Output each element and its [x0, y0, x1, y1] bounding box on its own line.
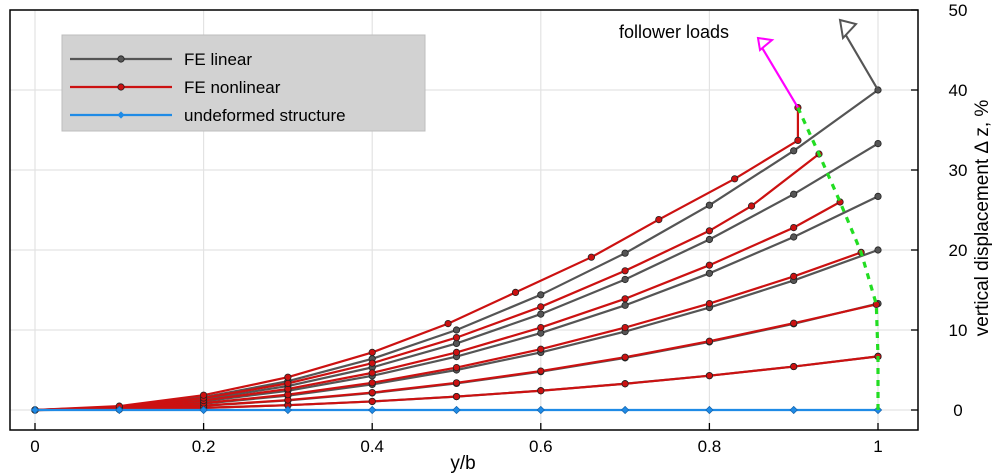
follower-arrowhead-linear	[838, 18, 858, 41]
x-tick-label: 1	[873, 437, 882, 456]
nonlinear-series-point	[452, 363, 461, 372]
nonlinear-series-point	[705, 337, 714, 345]
y-tick-label: 30	[949, 161, 968, 180]
nonlinear-series-point	[537, 387, 545, 395]
nonlinear-series-point	[200, 391, 208, 399]
follower-arrow-linear	[843, 31, 879, 91]
undeformed-series-point	[536, 405, 545, 415]
nonlinear-series-point	[368, 359, 376, 367]
x-tick-label: 0.2	[192, 437, 216, 456]
nonlinear-series-point	[705, 372, 714, 380]
y-tick-label: 40	[949, 81, 968, 100]
undeformed-series-point	[705, 405, 714, 415]
nonlinear-series-point	[368, 379, 376, 387]
nonlinear-series-point	[444, 319, 452, 328]
x-tick-label: 0	[30, 437, 39, 456]
legend-label: FE nonlinear	[184, 78, 281, 97]
linear-series-point	[790, 147, 798, 155]
undeformed-series-point	[199, 405, 208, 415]
undeformed-series-point	[368, 405, 377, 415]
x-tick-label: 0.6	[529, 437, 553, 456]
nonlinear-series-point	[537, 345, 545, 353]
nonlinear-series-line	[34, 107, 800, 412]
undeformed-series-point	[115, 405, 124, 415]
nonlinear-series-point	[368, 397, 376, 406]
nonlinear-series-point	[790, 272, 798, 280]
linear-series-point	[874, 246, 882, 254]
nonlinear-series-point	[790, 319, 798, 327]
nonlinear-series-point	[284, 373, 292, 381]
linear-series-point	[874, 140, 882, 148]
x-tick-label: 0.4	[360, 437, 384, 456]
nonlinear-series-point	[621, 295, 629, 303]
nonlinear-series-point	[621, 267, 629, 275]
nonlinear-series-point	[368, 388, 376, 397]
follower-arrow-nonlinear	[760, 45, 799, 109]
legend-marker	[117, 83, 125, 91]
linear-series-point	[621, 249, 629, 257]
nonlinear-series-point	[621, 323, 629, 332]
linear-series-point	[790, 233, 798, 241]
y-tick-label: 10	[949, 321, 968, 340]
undeformed-series-point	[789, 405, 798, 415]
nonlinear-series-point	[747, 202, 756, 210]
nonlinear-series-point	[655, 216, 663, 224]
nonlinear-series-point	[731, 175, 739, 183]
nonlinear-series-point	[621, 353, 629, 361]
nonlinear-series-point	[705, 227, 714, 235]
legend-marker	[117, 111, 125, 119]
nonlinear-series-point	[368, 348, 376, 356]
nonlinear-series-point	[452, 348, 461, 356]
nonlinear-series-point	[537, 323, 545, 332]
x-axis-label: y/b	[450, 453, 475, 473]
nonlinear-series-point	[511, 288, 520, 296]
nonlinear-series-point	[284, 379, 292, 387]
x-tick-label: 0.8	[698, 437, 722, 456]
nonlinear-series-point	[537, 367, 545, 375]
nonlinear-series-point	[452, 379, 461, 387]
linear-series-point	[705, 269, 714, 277]
legend: FE linear FE nonlinear undeformed structur…	[61, 34, 426, 132]
nonlinear-series-point	[794, 136, 802, 144]
linear-series-point	[790, 190, 798, 198]
y-tick-label: 0	[953, 401, 962, 420]
linear-series-point	[537, 291, 545, 299]
legend-label: undeformed structure	[184, 106, 346, 125]
linear-series-point	[621, 301, 629, 309]
nonlinear-series-point	[705, 299, 714, 308]
legend-marker	[117, 55, 125, 63]
series-layer	[30, 86, 883, 415]
overlay	[756, 18, 880, 410]
linear-series-point	[705, 235, 714, 244]
nonlinear-series-point	[705, 261, 714, 269]
nonlinear-series-point	[621, 380, 629, 388]
y-tick-label: 50	[949, 1, 968, 20]
linear-series-point	[452, 326, 461, 334]
nonlinear-series-point	[790, 224, 798, 232]
undeformed-series-0	[30, 405, 883, 415]
nonlinear-series-point	[368, 369, 376, 377]
follower-loads-annotation: follower loads	[619, 22, 729, 42]
undeformed-series-point	[452, 405, 461, 415]
nonlinear-series-point	[452, 392, 461, 401]
y-tick-label: 20	[949, 241, 968, 260]
plot-frame	[9, 9, 919, 431]
linear-series-point	[874, 192, 882, 200]
nonlinear-series-point	[790, 362, 798, 371]
undeformed-series-point	[283, 405, 293, 415]
nonlinear-series-point	[537, 303, 545, 311]
nonlinear-series-point	[587, 253, 595, 261]
deformation-envelope	[796, 106, 880, 410]
linear-series-point	[705, 201, 714, 209]
linear-series-point	[621, 275, 629, 284]
undeformed-series-point	[620, 405, 630, 415]
linear-series-point	[537, 310, 545, 318]
legend-label: FE linear	[184, 50, 252, 69]
undeformed-series-point	[30, 405, 40, 415]
follower-arrowhead-nonlinear	[756, 36, 775, 52]
nonlinear-series-point	[452, 333, 461, 342]
y-axis-label: vertical displacement Δ z, %	[972, 100, 993, 337]
